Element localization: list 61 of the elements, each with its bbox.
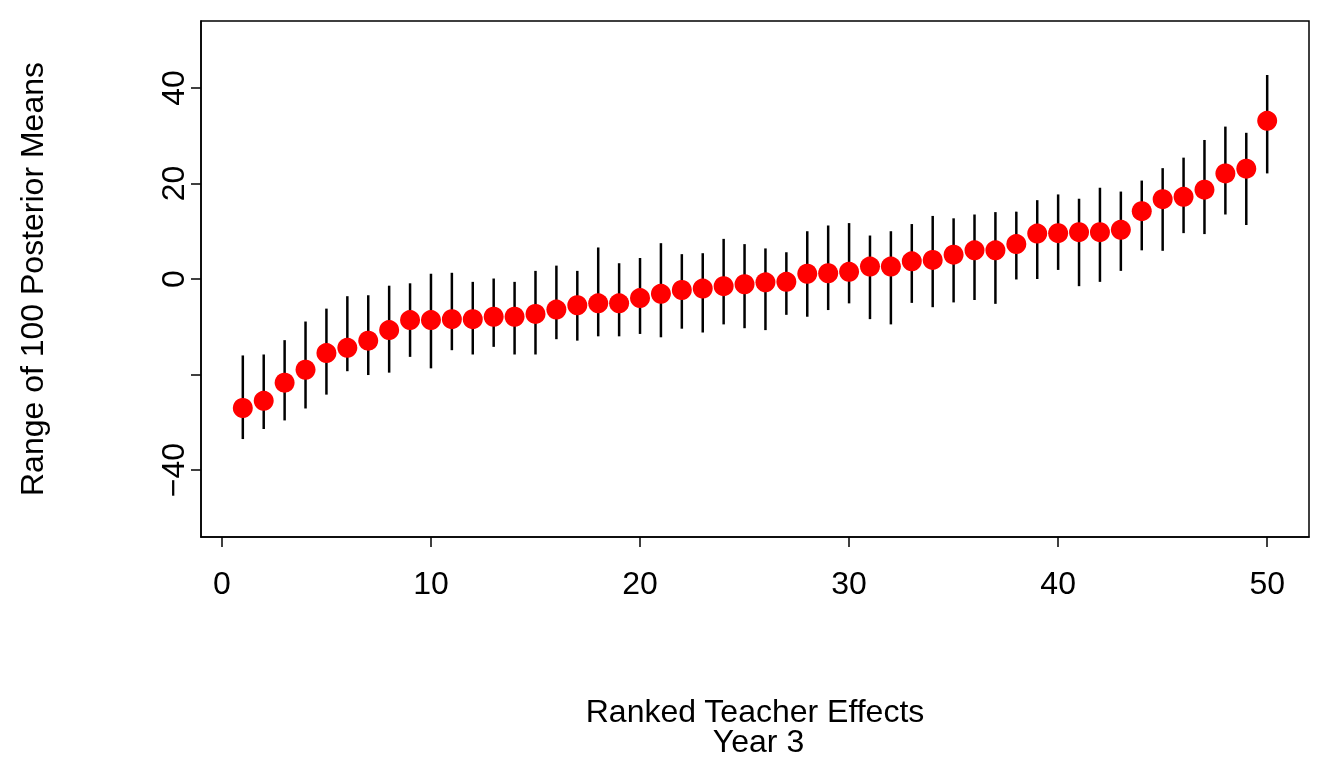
point — [1110, 219, 1131, 240]
y-tick-label: 0 — [155, 270, 191, 288]
point — [379, 320, 400, 341]
point — [525, 303, 546, 324]
point — [901, 251, 922, 272]
point — [1069, 222, 1090, 243]
point — [630, 288, 651, 309]
point — [1089, 222, 1110, 243]
point — [1152, 189, 1173, 210]
point — [943, 244, 964, 265]
point — [922, 249, 943, 270]
point — [818, 263, 839, 284]
point — [839, 261, 860, 282]
point — [420, 310, 441, 331]
point — [755, 272, 776, 293]
point — [504, 306, 525, 327]
x-tick-label: 30 — [831, 565, 867, 601]
point — [358, 330, 379, 351]
point — [609, 293, 630, 314]
point — [1194, 179, 1215, 200]
point — [1173, 186, 1194, 207]
x-tick-label: 0 — [213, 565, 231, 601]
point — [860, 256, 880, 277]
point — [1027, 223, 1048, 244]
x-tick-label: 50 — [1249, 565, 1285, 601]
point — [274, 372, 295, 393]
point — [776, 271, 797, 292]
point — [462, 309, 483, 330]
x-tick-label: 40 — [1040, 565, 1076, 601]
point — [1257, 110, 1278, 131]
point — [880, 256, 901, 277]
point — [985, 240, 1006, 261]
y-tick-label: 40 — [155, 70, 191, 106]
point — [1131, 201, 1152, 222]
x-tick-label: 20 — [622, 565, 658, 601]
point — [546, 299, 567, 320]
point — [400, 310, 421, 331]
point — [441, 309, 462, 330]
y-tick-label: 20 — [155, 165, 191, 202]
point — [253, 390, 274, 411]
point — [316, 343, 337, 364]
point — [567, 295, 588, 316]
point — [295, 359, 316, 380]
point — [692, 278, 713, 299]
point — [1048, 223, 1069, 244]
y-axis-title: Range of 100 Posterior Means — [14, 61, 50, 497]
point — [797, 263, 818, 284]
point — [713, 276, 734, 297]
y-tick-label: −40 — [155, 442, 191, 498]
x-tick-label: 10 — [413, 565, 449, 601]
point — [1236, 158, 1257, 179]
point — [671, 279, 692, 300]
point — [1215, 163, 1236, 184]
point — [964, 240, 985, 261]
point — [1006, 234, 1027, 255]
point — [588, 293, 609, 314]
point — [734, 274, 755, 295]
point — [337, 337, 358, 358]
point — [650, 283, 671, 304]
point — [483, 306, 504, 327]
point — [232, 398, 253, 418]
